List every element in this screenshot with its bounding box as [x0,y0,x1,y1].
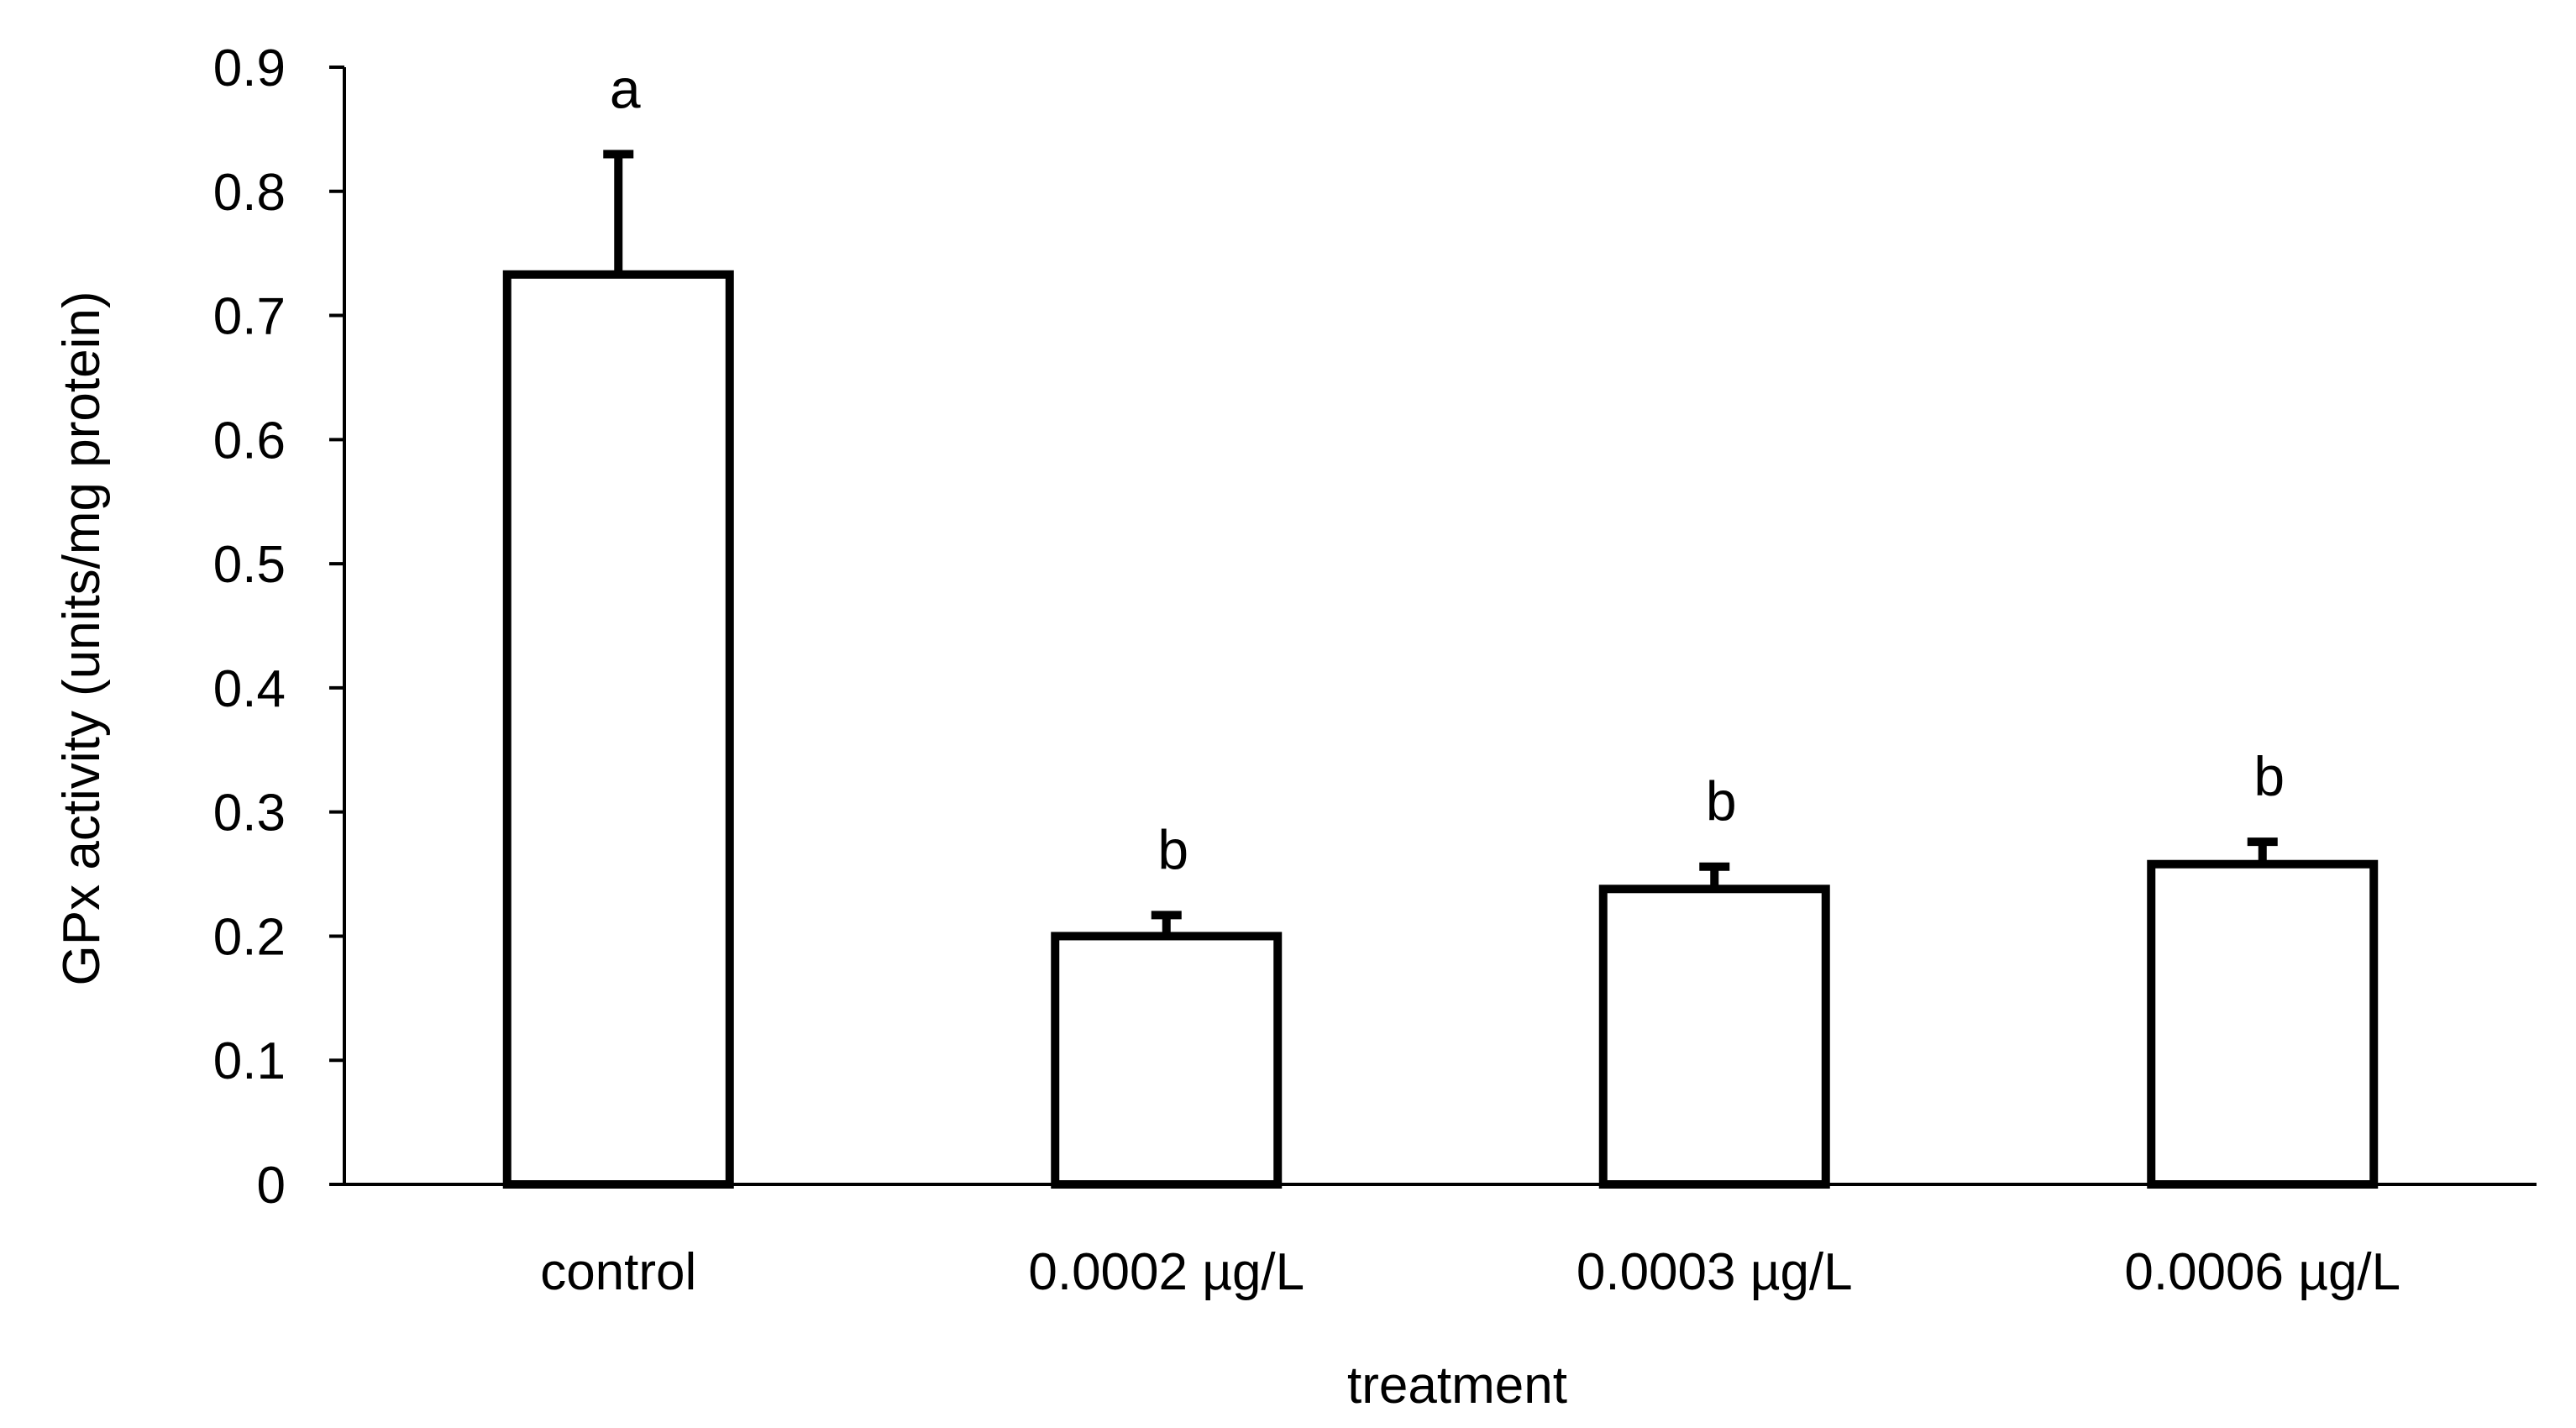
x-category-label: 0.0003 µg/L [1577,1243,1853,1301]
y-tick-label: 0.2 [213,908,286,966]
y-tick-label: 0.9 [213,39,286,97]
significance-label: b [2253,745,2285,807]
y-tick-label: 0.7 [213,288,286,346]
x-axis-title: treatment [1347,1357,1567,1415]
x-category-label: 0.0002 µg/L [1028,1243,1304,1301]
y-tick-label: 0.3 [213,785,286,843]
bars [502,270,2379,1189]
y-axis-title: GPx activity (units/mg protein) [53,291,111,986]
bar [502,270,734,1189]
y-tick-label: 0.8 [213,164,286,222]
x-category-label: 0.0006 µg/L [2124,1243,2400,1301]
error-bars [603,150,2278,937]
y-tick-label: 0.5 [213,536,286,594]
bar [2147,859,2379,1189]
y-tick-label: 0.1 [213,1032,286,1090]
y-tick-label: 0.6 [213,412,286,470]
significance-label: b [1706,770,1737,832]
significance-label: b [1157,818,1188,880]
x-axis-categories: control 0.0002 µg/L 0.0003 µg/L 0.0006 µg/L [540,1243,2400,1301]
x-category-label: control [540,1243,696,1301]
significance-labels: a b b b [610,57,2285,880]
bar [1598,885,1830,1189]
y-tick-label: 0.4 [213,660,286,718]
y-tick-label: 0 [257,1157,286,1215]
y-axis-ticks: 0 0.1 0.2 0.3 0.4 0.5 0.6 0.7 0.8 0.9 [213,39,344,1215]
bar [1051,932,1283,1189]
significance-label: a [610,57,641,119]
